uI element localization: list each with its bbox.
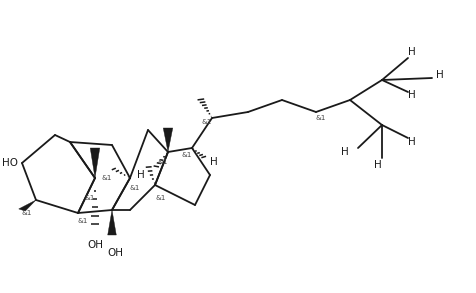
- Text: H: H: [436, 70, 444, 80]
- Text: &1: &1: [130, 185, 140, 191]
- Polygon shape: [19, 200, 36, 211]
- Text: &1: &1: [155, 195, 165, 201]
- Text: HO: HO: [2, 158, 18, 168]
- Text: &1: &1: [202, 119, 212, 125]
- Text: &1: &1: [316, 115, 327, 121]
- Text: &1: &1: [158, 159, 168, 165]
- Text: H: H: [137, 170, 145, 180]
- Text: H: H: [408, 90, 416, 100]
- Text: H: H: [408, 137, 416, 147]
- Text: H: H: [341, 147, 349, 157]
- Polygon shape: [90, 148, 100, 178]
- Text: &1: &1: [85, 195, 95, 201]
- Text: &1: &1: [101, 175, 112, 181]
- Text: &1: &1: [78, 218, 89, 224]
- Text: H: H: [374, 160, 382, 170]
- Text: &1: &1: [22, 210, 32, 216]
- Text: H: H: [210, 157, 218, 167]
- Polygon shape: [163, 128, 173, 152]
- Text: OH: OH: [107, 248, 123, 258]
- Polygon shape: [108, 210, 116, 235]
- Text: &1: &1: [182, 152, 192, 158]
- Text: OH: OH: [87, 240, 103, 250]
- Text: H: H: [408, 47, 416, 57]
